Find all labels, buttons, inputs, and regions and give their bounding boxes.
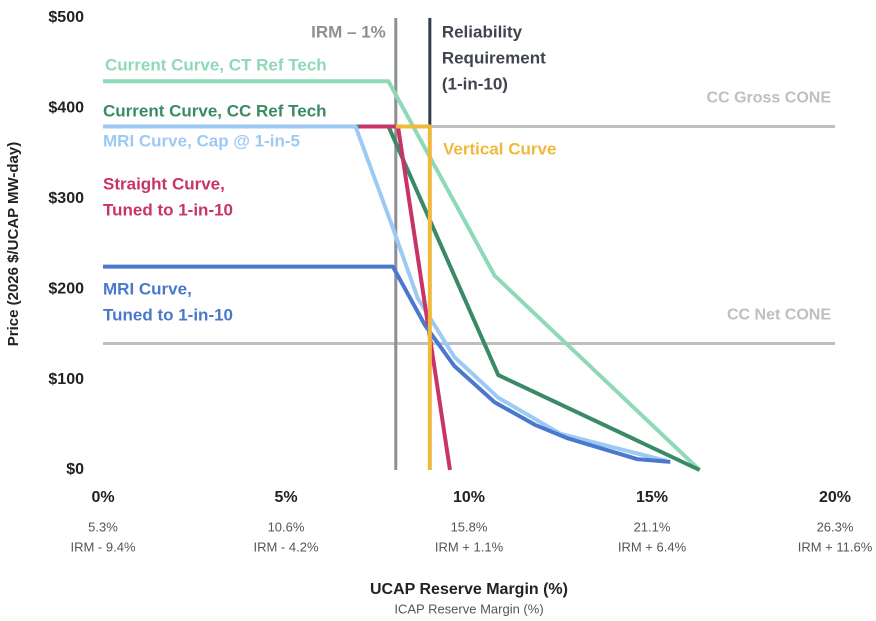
series-label: Vertical Curve [443, 139, 556, 158]
x-tick-label: 20% [819, 489, 851, 506]
x-tick-label: 10% [453, 489, 485, 506]
reference-label: IRM – 1% [311, 22, 386, 41]
x-axis-label-secondary: ICAP Reserve Margin (%) [394, 601, 543, 616]
x-tick-label: 15% [636, 489, 668, 506]
y-tick-label: $0 [66, 461, 84, 478]
x-axis-label: UCAP Reserve Margin (%) [370, 581, 568, 598]
irm-label: IRM - 9.4% [70, 539, 135, 554]
y-tick-label: $400 [48, 100, 84, 117]
y-tick-label: $300 [48, 190, 84, 207]
series-label: Straight Curve, [103, 174, 225, 193]
y-tick-label: $100 [48, 371, 84, 388]
icap-label: 26.3% [817, 519, 854, 534]
series-label: MRI Curve, [103, 279, 192, 298]
reference-label: CC Gross CONE [707, 90, 832, 107]
y-tick-label: $500 [48, 9, 84, 26]
series-label: Current Curve, CT Ref Tech [105, 55, 327, 74]
irm-label: IRM + 6.4% [618, 539, 687, 554]
series-label: MRI Curve, Cap @ 1-in-5 [103, 131, 300, 150]
irm-label: IRM - 4.2% [253, 539, 318, 554]
series-label: Current Curve, CC Ref Tech [103, 101, 327, 120]
icap-label: 21.1% [634, 519, 671, 534]
series-line [103, 264, 671, 464]
icap-label: 15.8% [451, 519, 488, 534]
icap-label: 5.3% [88, 519, 118, 534]
reference-label: CC Net CONE [727, 307, 831, 324]
irm-label: IRM + 11.6% [798, 539, 873, 554]
icap-label: 10.6% [268, 519, 305, 534]
x-tick-label: 0% [91, 489, 114, 506]
reference-label: Reliability [442, 22, 523, 41]
series-label: Tuned to 1-in-10 [103, 305, 233, 324]
series-line [103, 124, 668, 463]
y-axis-label: Price (2026 $/UCAP MW-day) [5, 142, 22, 347]
y-tick-label: $200 [48, 280, 84, 297]
series-label: Tuned to 1-in-10 [103, 200, 233, 219]
series-line [395, 124, 432, 470]
irm-label: IRM + 1.1% [435, 539, 504, 554]
x-tick-label: 5% [274, 489, 297, 506]
reference-label: Requirement [442, 48, 546, 67]
reference-label: (1-in-10) [442, 74, 508, 93]
series-line [103, 79, 701, 472]
